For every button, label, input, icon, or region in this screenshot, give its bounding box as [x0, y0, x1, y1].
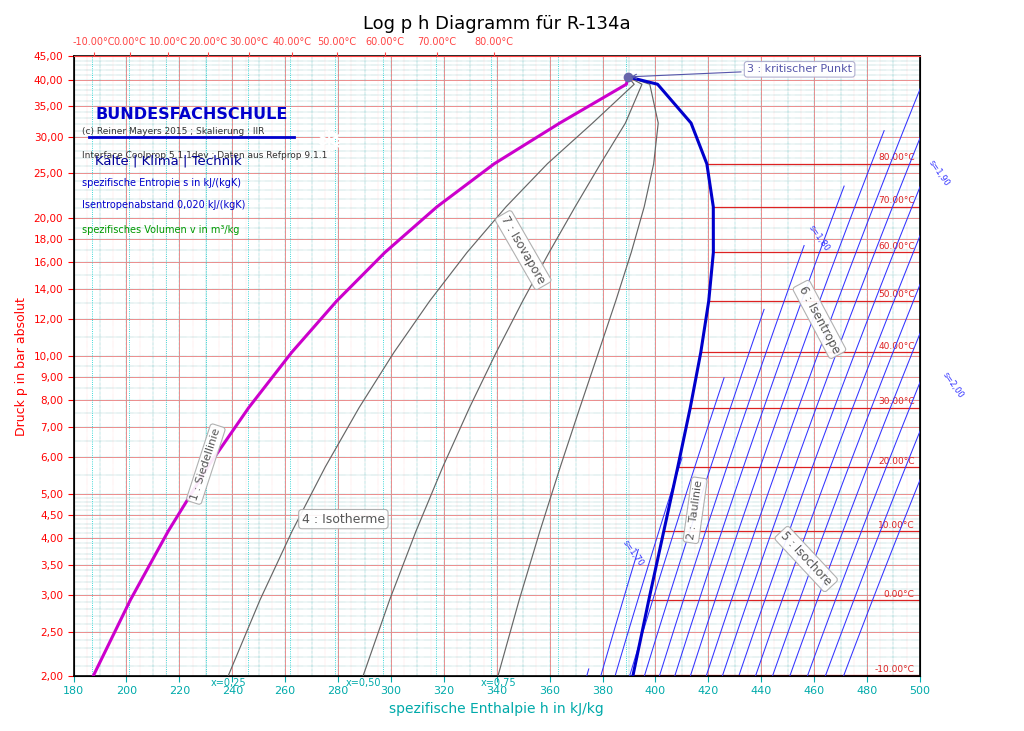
Text: Kälte | Klima | Technik: Kälte | Klima | Technik [95, 155, 242, 167]
Text: 80.00°C: 80.00°C [878, 154, 914, 162]
Text: 2 : Taulinie: 2 : Taulinie [686, 480, 705, 541]
Text: 60.00°C: 60.00°C [878, 242, 914, 251]
Text: x=0,50: x=0,50 [345, 678, 381, 689]
Text: Interface Coolprop 5.1.1dev ; Daten aus Refprop 9.1.1: Interface Coolprop 5.1.1dev ; Daten aus … [82, 151, 327, 160]
Text: s=1,70: s=1,70 [621, 539, 645, 569]
Text: x=0,75: x=0,75 [480, 678, 516, 689]
Text: 5 : Isochore: 5 : Isochore [778, 529, 835, 588]
Text: 40.00°C: 40.00°C [879, 342, 914, 351]
Text: -10.00°C: -10.00°C [874, 665, 914, 674]
Text: spezifische Entropie s in kJ/(kgK): spezifische Entropie s in kJ/(kgK) [82, 178, 241, 188]
Text: 4 : Isotherme: 4 : Isotherme [302, 512, 385, 526]
Text: 10.00°C: 10.00°C [878, 520, 914, 529]
Title: Log p h Diagramm für R-134a: Log p h Diagramm für R-134a [362, 15, 631, 33]
Text: s=1,90: s=1,90 [927, 159, 951, 188]
Y-axis label: Druck p in bar absolut: Druck p in bar absolut [15, 297, 28, 436]
Text: s=2,00: s=2,00 [940, 371, 965, 400]
Text: Isentropenabstand 0,020 kJ/(kgK): Isentropenabstand 0,020 kJ/(kgK) [82, 200, 245, 210]
Text: 6 : Isentrope: 6 : Isentrope [797, 284, 843, 355]
Text: 30.00°C: 30.00°C [878, 397, 914, 406]
Text: 50.00°C: 50.00°C [878, 290, 914, 300]
Text: 20.00°C: 20.00°C [879, 457, 914, 466]
Text: spezifisches Volumen v in m³/kg: spezifisches Volumen v in m³/kg [82, 225, 239, 235]
Text: ❄: ❄ [313, 127, 344, 162]
Text: (c) Reiner Mayers 2015 ; Skalierung : IIR: (c) Reiner Mayers 2015 ; Skalierung : II… [82, 126, 264, 136]
Text: 70.00°C: 70.00°C [878, 197, 914, 205]
Text: s=1,80: s=1,80 [807, 223, 831, 253]
X-axis label: spezifische Enthalpie h in kJ/kg: spezifische Enthalpie h in kJ/kg [389, 702, 604, 716]
Text: x=0,25: x=0,25 [211, 678, 246, 689]
Text: 7 : Isovapore: 7 : Isovapore [499, 213, 548, 287]
Text: 3 : kritischer Punkt: 3 : kritischer Punkt [632, 64, 852, 79]
Text: BUNDESFACHSCHULE: BUNDESFACHSCHULE [95, 107, 288, 122]
Text: 1 : Siedellinie: 1 : Siedellinie [189, 427, 222, 501]
Text: 0.00°C: 0.00°C [884, 590, 914, 599]
